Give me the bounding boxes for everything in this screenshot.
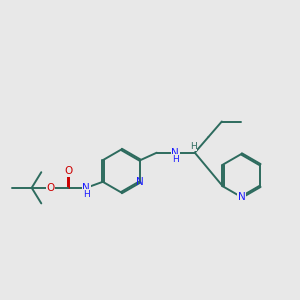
- Text: O: O: [46, 183, 54, 193]
- Text: N: N: [171, 148, 179, 158]
- Text: O: O: [64, 166, 72, 176]
- Text: H: H: [83, 190, 90, 199]
- Text: N: N: [238, 192, 245, 202]
- Text: N: N: [82, 183, 90, 193]
- Text: N: N: [136, 177, 144, 187]
- Text: H: H: [190, 142, 197, 151]
- Text: H: H: [172, 155, 179, 164]
